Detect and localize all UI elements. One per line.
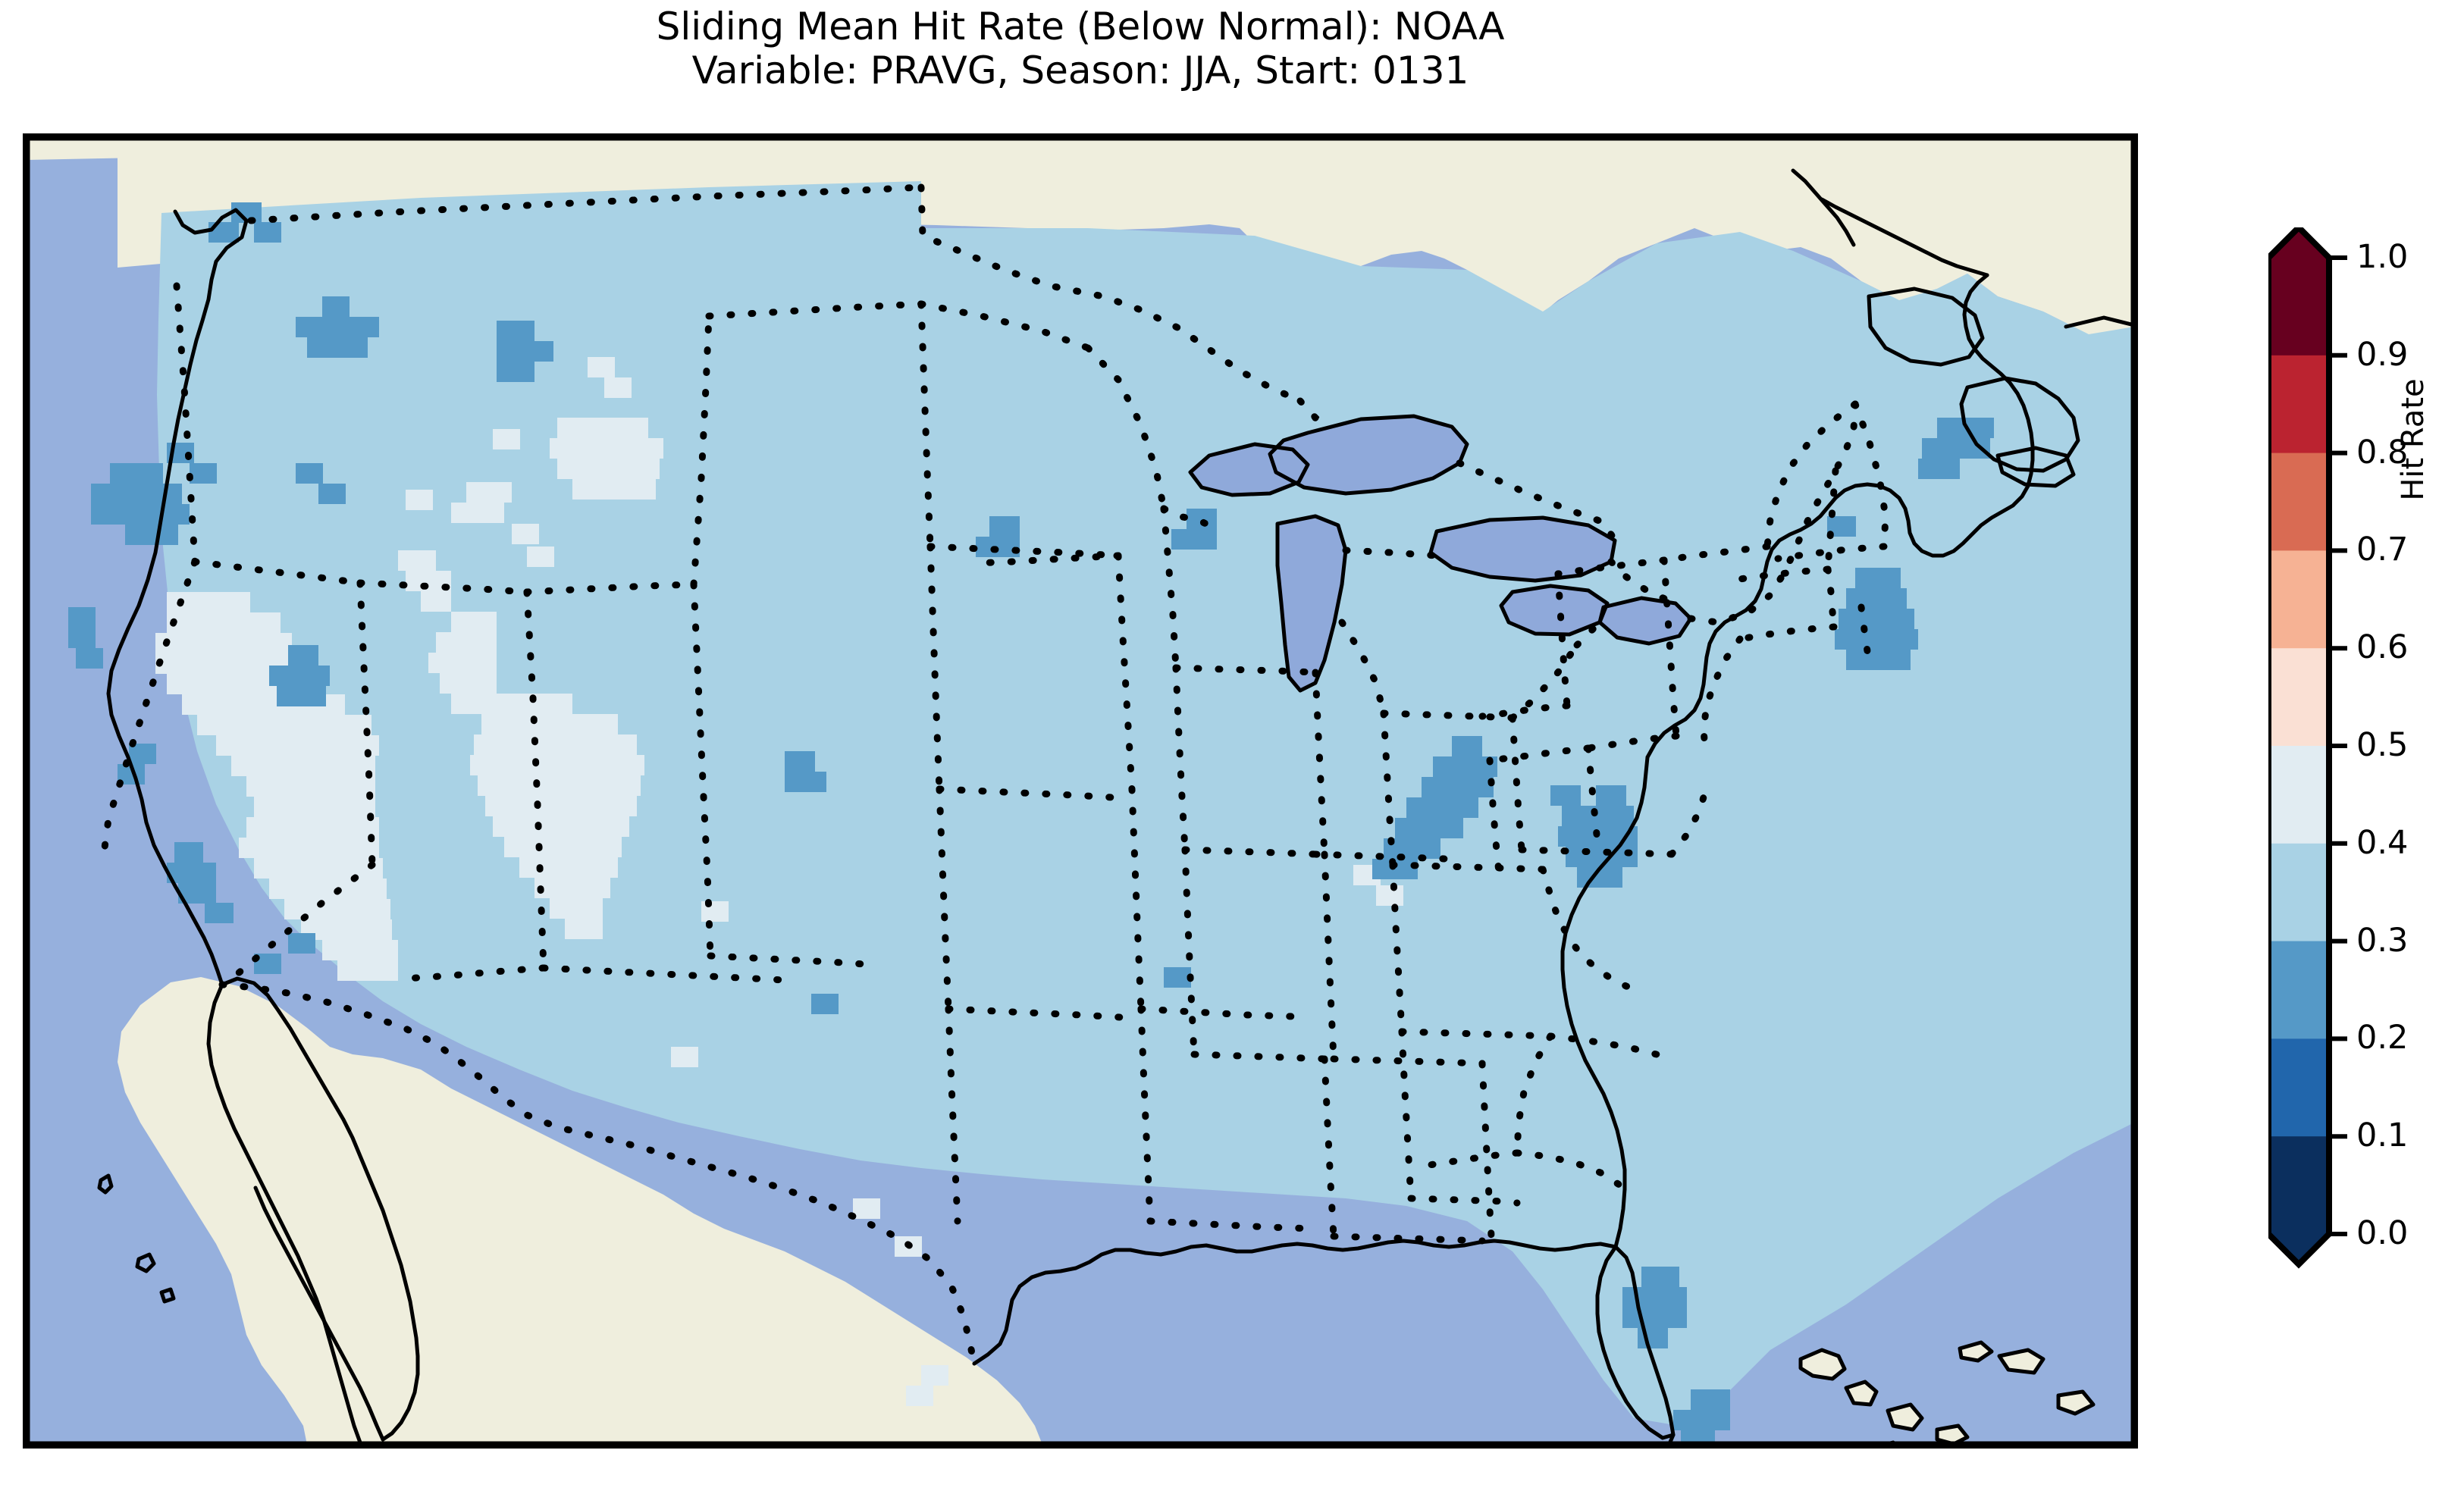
- colorbar-band: [2268, 258, 2329, 356]
- colorbar-tick-label: 0.0: [2356, 1214, 2409, 1252]
- colorbar-tick-label: 0.7: [2356, 531, 2409, 569]
- title-line-2: Variable: PRAVG, Season: JJA, Start: 013…: [691, 49, 1469, 92]
- colorbar-tick-label: 0.4: [2356, 823, 2409, 862]
- colorbar-extend-top: [2268, 227, 2329, 258]
- colorbar-band: [2268, 1136, 2329, 1235]
- colorbar-tick-label: 0.9: [2356, 335, 2409, 374]
- colorbar-tick-label: 0.5: [2356, 726, 2409, 764]
- colorbar-band: [2268, 843, 2329, 942]
- colorbar-extend-bottom: [2268, 1234, 2329, 1264]
- colorbar-band: [2268, 746, 2329, 844]
- colorbar-band: [2268, 550, 2329, 649]
- colorbar-band: [2268, 355, 2329, 454]
- colorbar-band: [2268, 1038, 2329, 1137]
- page-title: Sliding Mean Hit Rate (Below Normal): NO…: [0, 5, 2161, 92]
- colorbar-tick-label: 0.1: [2356, 1117, 2409, 1155]
- title-line-1: Sliding Mean Hit Rate (Below Normal): NO…: [656, 5, 1505, 49]
- colorbar-bands: [2268, 258, 2329, 1235]
- map-axes: [23, 133, 2138, 1449]
- colorbar-tick-label: 0.8: [2356, 433, 2409, 471]
- axes-frame: [27, 137, 2134, 1445]
- colorbar-band: [2268, 941, 2329, 1039]
- colorbar-axis-label: Hit Rate: [2396, 378, 2431, 501]
- colorbar-tick-label: 1.0: [2356, 238, 2409, 276]
- data-grid-cells: [68, 181, 2134, 1445]
- colorbar-tick-label: 0.3: [2356, 921, 2409, 960]
- state-borders: [99, 183, 1889, 1367]
- colorbar-svg: [2268, 227, 2347, 1269]
- map-plot: [27, 137, 2134, 1445]
- colorbar: 1.0 0.9 0.8 0.7 0.6 0.5 0.4 0.3 0.2 0.1 0.0 Hit Ra…: [2268, 227, 2458, 1289]
- great-lakes: [1190, 416, 1691, 691]
- coastlines: [97, 168, 2134, 1445]
- colorbar-tick-label: 0.6: [2356, 628, 2409, 667]
- colorbar-tick-label: 0.2: [2356, 1019, 2409, 1057]
- colorbar-ticks: [2329, 255, 2347, 1236]
- colorbar-band: [2268, 648, 2329, 747]
- colorbar-band: [2268, 453, 2329, 551]
